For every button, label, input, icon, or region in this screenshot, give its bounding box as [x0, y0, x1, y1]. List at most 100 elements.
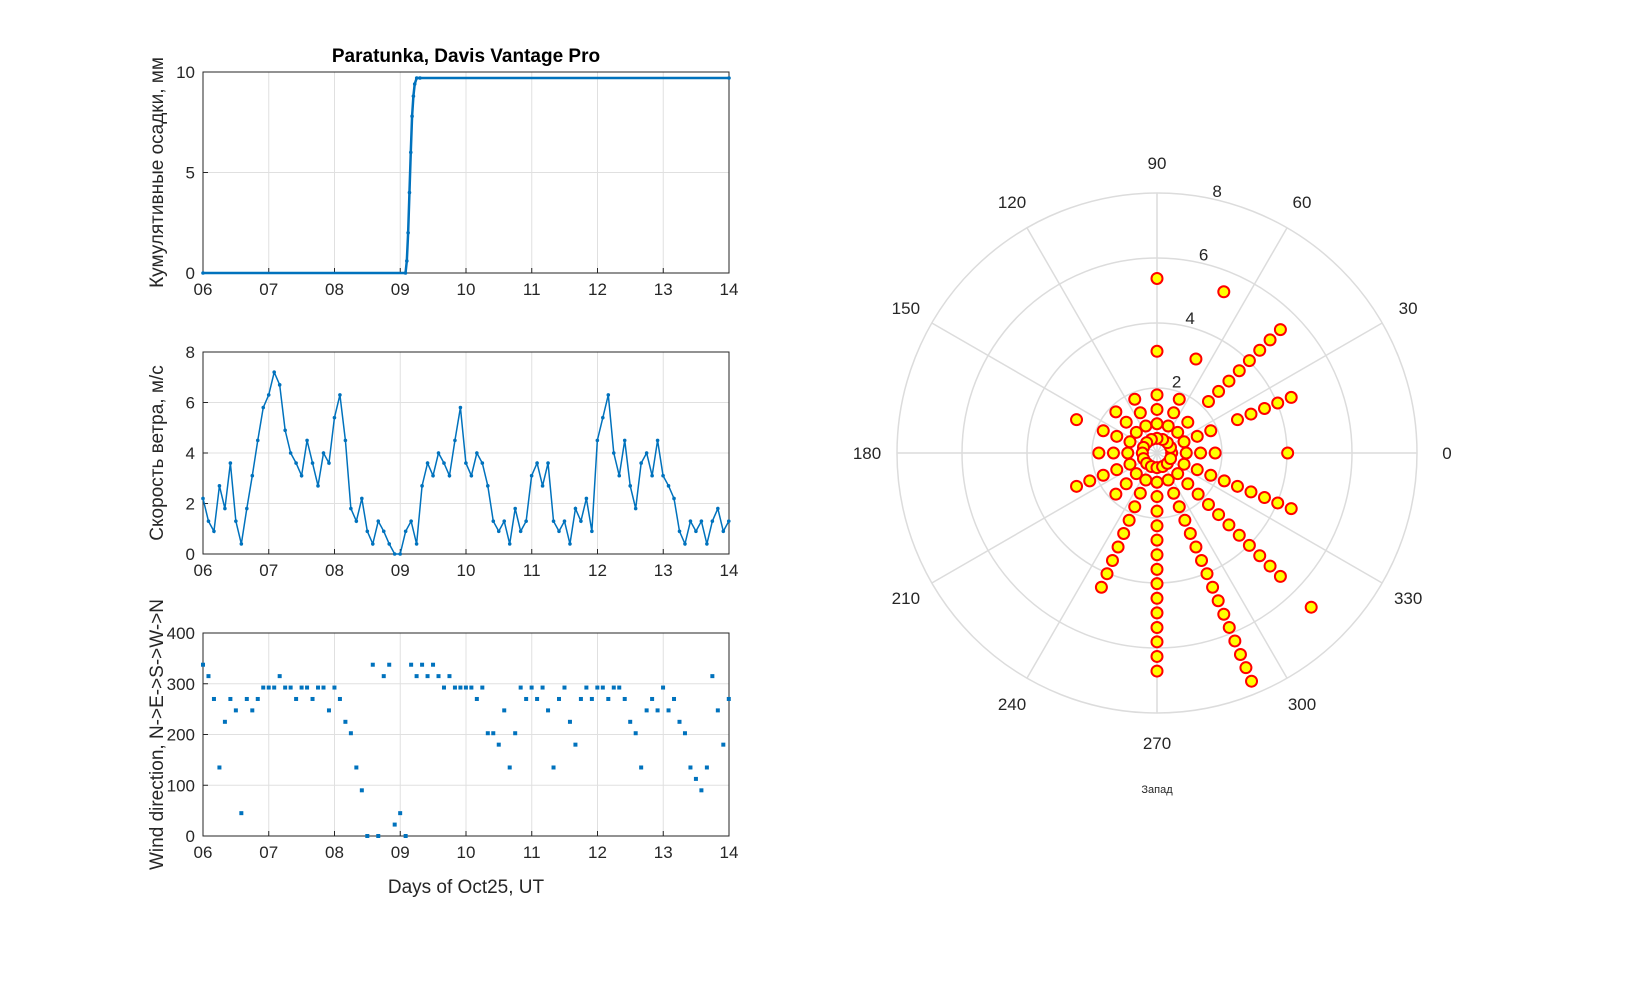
data-point: [584, 685, 589, 690]
x-tick-label: 09: [391, 561, 410, 580]
data-point: [1100, 567, 1114, 581]
data-point: [507, 542, 512, 546]
y-tick-label: 2: [186, 495, 195, 514]
polar-annotation: Запад: [1141, 784, 1173, 796]
axes-box: [202, 71, 730, 274]
data-point: [299, 685, 304, 690]
data-point: [1242, 354, 1256, 368]
data-point: [1273, 569, 1287, 583]
y-tick-label: 6: [186, 394, 195, 413]
data-point: [1273, 323, 1287, 337]
data-point: [1181, 415, 1195, 429]
data-point: [1150, 475, 1164, 489]
data-point: [716, 506, 720, 511]
theta-tick-label: 330: [1394, 589, 1422, 608]
data-point: [1150, 490, 1164, 504]
data-point: [727, 76, 731, 80]
theta-tick-label: 30: [1399, 299, 1418, 318]
data-point: [650, 696, 655, 701]
data-point: [1150, 548, 1164, 562]
data-point: [1204, 468, 1218, 482]
data-point: [234, 519, 238, 523]
data-point: [1133, 486, 1147, 500]
data-point: [1190, 429, 1204, 443]
data-point: [644, 451, 649, 455]
data-point: [666, 484, 671, 488]
data-point: [261, 405, 266, 410]
theta-tick-label: 120: [998, 193, 1026, 212]
data-point: [277, 383, 282, 387]
data-point: [464, 461, 468, 465]
data-point: [354, 519, 359, 523]
data-point: [579, 519, 583, 523]
data-point: [496, 742, 501, 747]
data-point: [628, 719, 633, 724]
data-point: [1109, 487, 1123, 501]
data-point: [206, 674, 211, 679]
data-point: [584, 496, 589, 501]
data-point: [412, 82, 417, 86]
data-point: [1096, 424, 1110, 438]
x-tick-label: 06: [194, 843, 213, 862]
data-point: [239, 542, 244, 546]
data-point: [1171, 467, 1185, 481]
data-point: [568, 542, 572, 546]
axes-box: [202, 632, 730, 837]
data-point: [1222, 374, 1236, 388]
data-point: [589, 696, 594, 701]
data-point: [1167, 486, 1181, 500]
r-tick-label: 4: [1185, 309, 1194, 328]
data-point: [332, 685, 337, 690]
x-tick-label: 09: [391, 843, 410, 862]
data-point: [436, 674, 441, 679]
data-point: [1129, 467, 1143, 481]
data-point: [1092, 446, 1106, 460]
theta-tick-label: 210: [892, 589, 920, 608]
data-point: [633, 506, 638, 511]
y-tick-label: 8: [186, 343, 195, 362]
data-point: [463, 685, 468, 690]
data-point: [452, 685, 457, 690]
y-tick-label: 0: [186, 264, 195, 283]
data-point: [1244, 485, 1258, 499]
data-point: [628, 484, 633, 488]
data-point: [611, 451, 616, 455]
data-point: [403, 529, 408, 534]
data-point: [294, 461, 298, 465]
data-point: [288, 451, 293, 455]
data-point: [316, 484, 320, 488]
x-tick-label: 10: [457, 280, 476, 299]
data-point: [228, 696, 233, 701]
data-point: [474, 696, 479, 701]
data-point: [1232, 364, 1246, 378]
data-point: [407, 190, 412, 195]
data-point: [332, 415, 337, 420]
data-point: [408, 150, 413, 155]
data-point: [677, 719, 682, 724]
data-point: [1284, 502, 1298, 516]
data-point: [1150, 344, 1164, 358]
data-point: [721, 742, 726, 747]
theta-tick-label: 240: [998, 695, 1026, 714]
polar-axes: 0 30 60 90 120 150 180 210 240 270 300 330 2 4 6 8 Запад: [853, 154, 1452, 796]
data-point: [1253, 549, 1267, 563]
data-point: [411, 94, 416, 98]
x-tick-label: 11: [523, 843, 541, 862]
data-point: [1242, 538, 1256, 552]
data-point: [1230, 413, 1244, 427]
data-point: [343, 719, 348, 724]
data-point: [1217, 474, 1231, 488]
data-point: [458, 405, 463, 410]
theta-tick-label: 90: [1148, 154, 1167, 173]
x-tick-label: 06: [194, 561, 213, 580]
data-point: [513, 731, 518, 736]
x-tick-label: 10: [457, 843, 476, 862]
data-point: [480, 685, 485, 690]
data-point: [283, 428, 287, 433]
data-point: [557, 529, 561, 534]
data-point: [1128, 500, 1142, 514]
data-point: [655, 438, 660, 443]
data-point: [726, 696, 731, 701]
data-point: [310, 461, 315, 465]
theta-tick-label: 180: [853, 444, 881, 463]
